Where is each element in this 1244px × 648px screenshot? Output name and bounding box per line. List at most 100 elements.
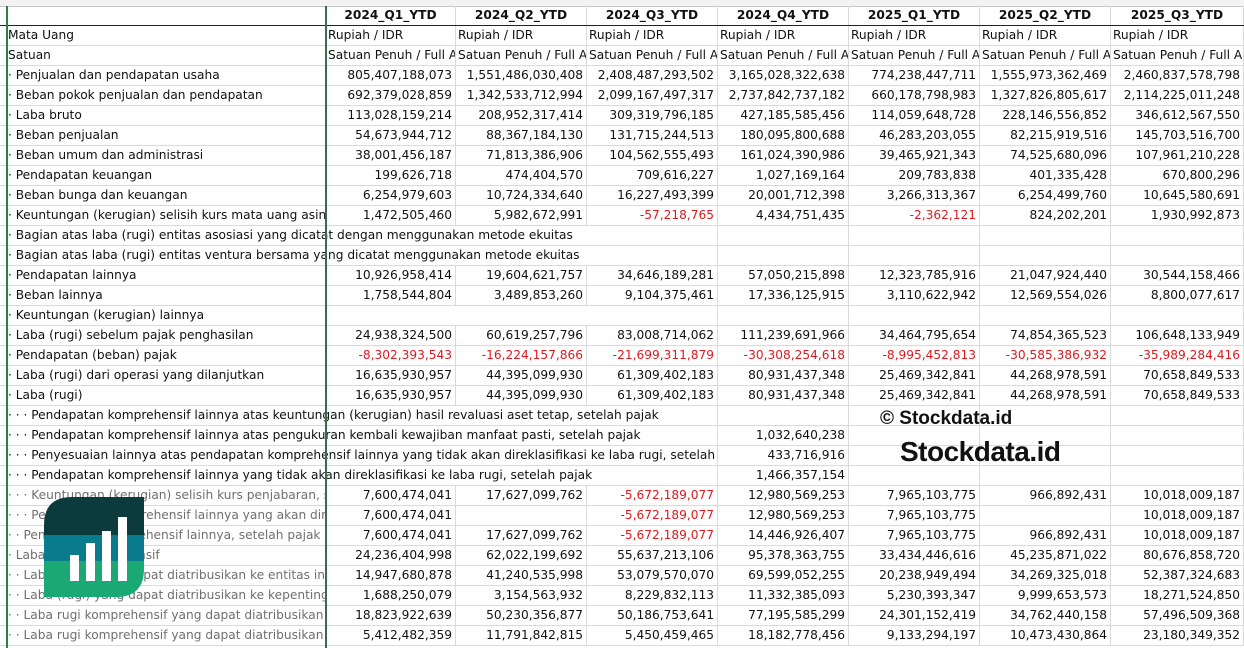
value-cell[interactable]: 111,239,691,966 [718,326,849,345]
value-cell[interactable]: 77,195,585,299 [718,606,849,625]
row-label[interactable]: · · · Pendapatan komprehensif lainnya at… [8,408,659,422]
value-cell[interactable]: Rupiah / IDR [587,26,718,45]
value-cell[interactable]: 62,022,199,692 [456,546,587,565]
value-cell[interactable]: 9,133,294,197 [849,626,980,645]
value-cell[interactable]: -21,699,311,879 [587,346,718,365]
value-cell[interactable]: -8,302,393,543 [326,346,456,365]
value-cell[interactable]: 33,434,446,616 [849,546,980,565]
value-cell[interactable]: 19,604,621,757 [456,266,587,285]
value-cell[interactable]: 3,266,313,367 [849,186,980,205]
value-cell[interactable] [587,426,718,445]
value-cell[interactable] [980,246,1111,265]
value-cell[interactable]: 346,612,567,550 [1111,106,1244,125]
value-cell[interactable]: 2,114,225,011,248 [1111,86,1244,105]
row-label[interactable]: · · Laba rugi komprehensif yang dapat di… [8,608,326,622]
row-label[interactable]: · Pendapatan keuangan [8,168,153,182]
value-cell[interactable]: -8,995,452,813 [849,346,980,365]
value-cell[interactable] [980,226,1111,245]
value-cell[interactable]: 3,110,622,942 [849,286,980,305]
value-cell[interactable]: Rupiah / IDR [718,26,849,45]
value-cell[interactable]: 5,982,672,991 [456,206,587,225]
value-cell[interactable]: 41,240,535,998 [456,566,587,585]
value-cell[interactable]: 34,464,795,654 [849,326,980,345]
value-cell[interactable]: 12,323,785,916 [849,266,980,285]
value-cell[interactable]: 23,180,349,352 [1111,626,1244,645]
value-cell[interactable]: 24,938,324,500 [326,326,456,345]
value-cell[interactable] [1111,226,1244,245]
row-label[interactable]: · Beban umum dan administrasi [8,148,204,162]
value-cell[interactable]: 74,525,680,096 [980,146,1111,165]
value-cell[interactable]: 16,227,493,399 [587,186,718,205]
value-cell[interactable]: Satuan Penuh / Full Amount [849,46,980,65]
row-label[interactable]: · Pendapatan (beban) pajak [8,348,177,362]
value-cell[interactable]: 17,627,099,762 [456,486,587,505]
value-cell[interactable]: 44,395,099,930 [456,386,587,405]
value-cell[interactable]: 88,367,184,130 [456,126,587,145]
value-cell[interactable] [849,226,980,245]
value-cell[interactable] [587,226,718,245]
row-label[interactable]: · Beban bunga dan keuangan [8,188,188,202]
row-label[interactable]: · Pendapatan lainnya [8,268,137,282]
value-cell[interactable]: 774,238,447,711 [849,66,980,85]
value-cell[interactable]: 161,024,390,986 [718,146,849,165]
column-header[interactable]: 2024_Q4_YTD [718,6,849,25]
value-cell[interactable] [849,446,980,465]
value-cell[interactable] [849,306,980,325]
value-cell[interactable]: -5,672,189,077 [587,486,718,505]
value-cell[interactable]: 5,230,393,347 [849,586,980,605]
value-cell[interactable]: 55,637,213,106 [587,546,718,565]
value-cell[interactable]: 6,254,499,760 [980,186,1111,205]
value-cell[interactable]: -57,218,765 [587,206,718,225]
value-cell[interactable]: 11,332,385,093 [718,586,849,605]
value-cell[interactable]: 52,387,324,683 [1111,566,1244,585]
value-cell[interactable]: 7,600,474,041 [326,506,456,525]
row-label[interactable]: · · Laba rugi komprehensif yang dapat di… [8,628,326,642]
value-cell[interactable]: Satuan Penuh / Full Amount [980,46,1111,65]
value-cell[interactable] [718,246,849,265]
value-cell[interactable]: 50,186,753,641 [587,606,718,625]
value-cell[interactable]: 1,032,640,238 [718,426,849,445]
value-cell[interactable]: -30,308,254,618 [718,346,849,365]
value-cell[interactable] [718,306,849,325]
value-cell[interactable] [1111,426,1244,445]
row-label[interactable]: · Beban pokok penjualan dan pendapatan [8,88,263,102]
value-cell[interactable]: 46,283,203,055 [849,126,980,145]
value-cell[interactable]: Rupiah / IDR [1111,26,1244,45]
value-cell[interactable]: 131,715,244,513 [587,126,718,145]
value-cell[interactable]: Satuan Penuh / Full Amount [326,46,456,65]
value-cell[interactable]: 3,165,028,322,638 [718,66,849,85]
value-cell[interactable]: 54,673,944,712 [326,126,456,145]
value-cell[interactable]: 7,600,474,041 [326,526,456,545]
value-cell[interactable]: 10,645,580,691 [1111,186,1244,205]
value-cell[interactable]: 82,215,919,516 [980,126,1111,145]
value-cell[interactable] [587,306,718,325]
row-label[interactable]: · Bagian atas laba (rugi) entitas asosia… [8,228,573,242]
value-cell[interactable]: 1,758,544,804 [326,286,456,305]
row-label[interactable]: · Keuntungan (kerugian) selisih kurs mat… [8,208,326,222]
value-cell[interactable] [849,426,980,445]
value-cell[interactable]: 57,496,509,368 [1111,606,1244,625]
value-cell[interactable]: 24,236,404,998 [326,546,456,565]
row-label[interactable]: · · · Pendapatan komprehensif lainnya at… [8,428,641,442]
value-cell[interactable] [587,246,718,265]
value-cell[interactable]: 9,999,653,573 [980,586,1111,605]
value-cell[interactable]: Rupiah / IDR [326,26,456,45]
value-cell[interactable]: 44,268,978,591 [980,386,1111,405]
value-cell[interactable]: 114,059,648,728 [849,106,980,125]
value-cell[interactable] [587,466,718,485]
value-cell[interactable]: 1,472,505,460 [326,206,456,225]
value-cell[interactable]: -5,672,189,077 [587,506,718,525]
row-label[interactable] [0,6,326,25]
value-cell[interactable]: 427,185,585,456 [718,106,849,125]
value-cell[interactable]: 9,104,375,461 [587,286,718,305]
value-cell[interactable]: 14,446,926,407 [718,526,849,545]
value-cell[interactable]: 44,395,099,930 [456,366,587,385]
value-cell[interactable]: -30,585,386,932 [980,346,1111,365]
column-header[interactable]: 2025_Q3_YTD [1111,6,1244,25]
value-cell[interactable]: 5,450,459,465 [587,626,718,645]
column-header[interactable]: 2024_Q3_YTD [587,6,718,25]
value-cell[interactable]: 80,676,858,720 [1111,546,1244,565]
value-cell[interactable]: 6,254,979,603 [326,186,456,205]
value-cell[interactable]: 38,001,456,187 [326,146,456,165]
value-cell[interactable] [718,406,849,425]
